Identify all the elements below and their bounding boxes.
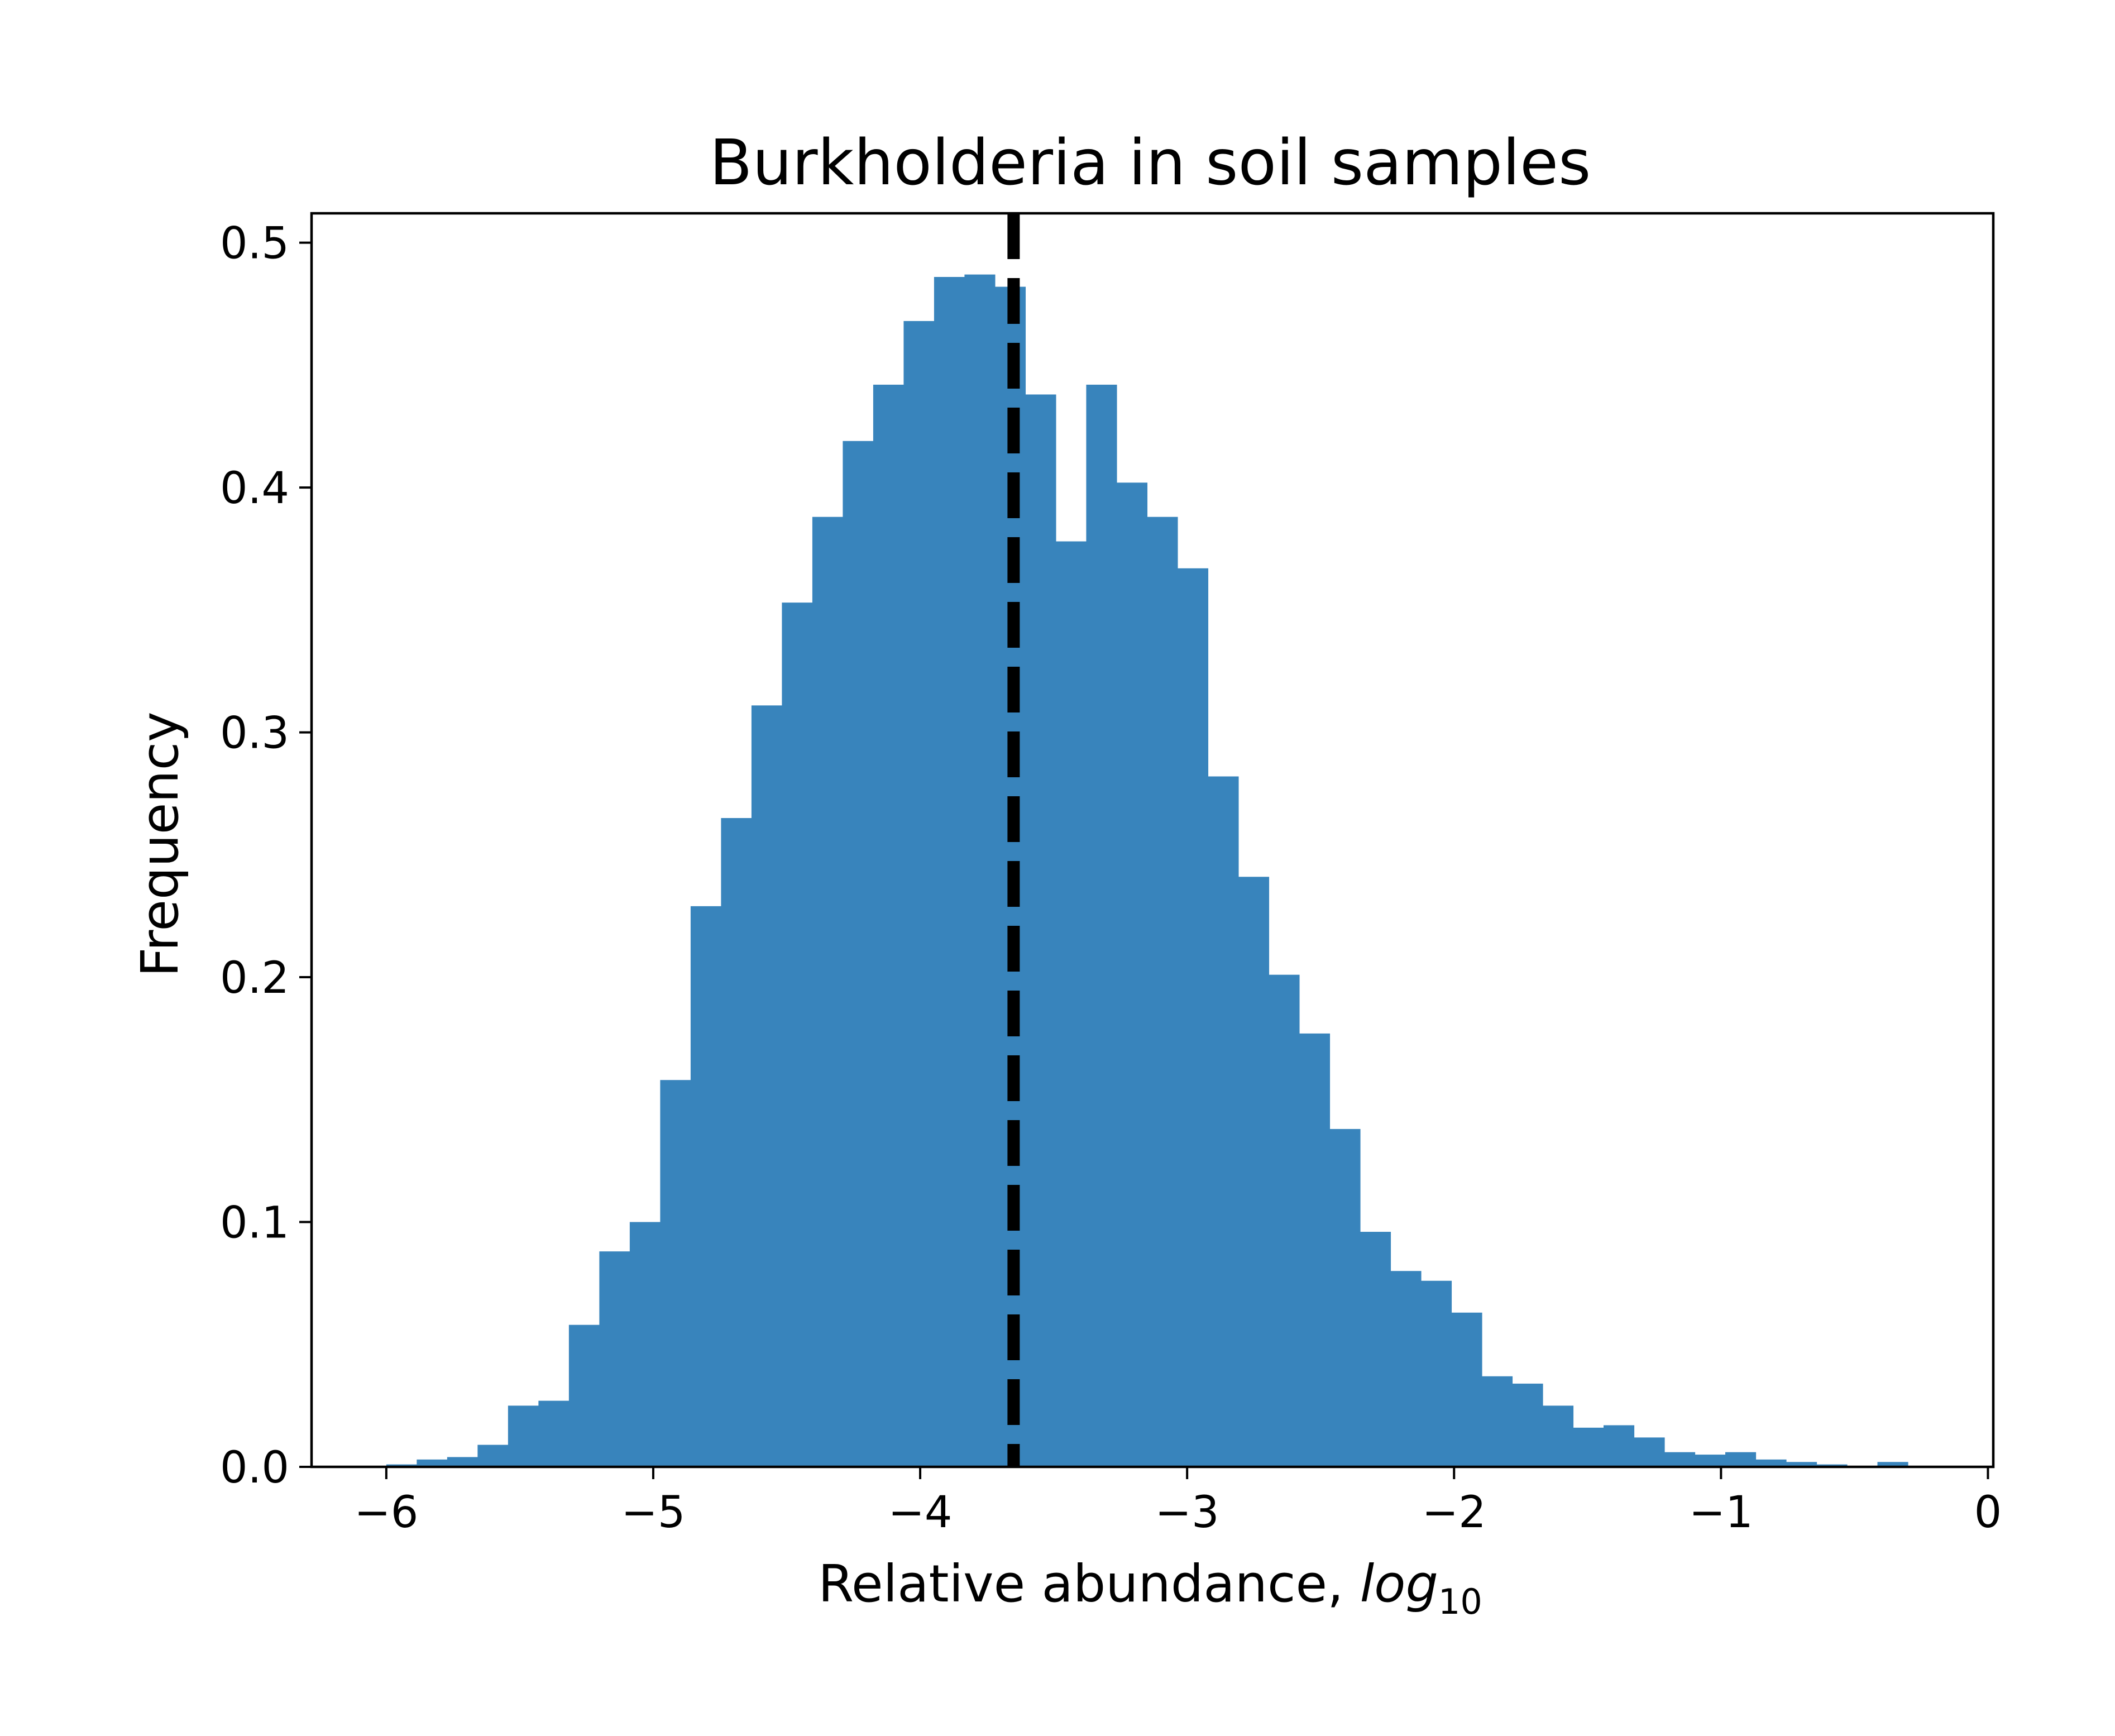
histogram-bar-42 bbox=[1664, 1452, 1696, 1467]
x-tick-label-4: −2 bbox=[1422, 1488, 1486, 1538]
x-axis-label: Relative abundance, log10 bbox=[818, 1554, 1482, 1622]
histogram-bar-45 bbox=[1755, 1459, 1787, 1467]
histogram-bar-43 bbox=[1695, 1455, 1726, 1467]
histogram-bar-26 bbox=[1177, 568, 1209, 1467]
histogram-bar-44 bbox=[1725, 1452, 1757, 1467]
histogram-bar-23 bbox=[1086, 384, 1117, 1467]
histogram-bar-36 bbox=[1481, 1376, 1513, 1467]
histogram-bar-5 bbox=[538, 1400, 570, 1467]
histogram-bar-30 bbox=[1299, 1033, 1331, 1467]
x-tick-label-2: −4 bbox=[888, 1488, 953, 1538]
histogram-bar-39 bbox=[1573, 1427, 1604, 1467]
y-tick-label-4: 0.4 bbox=[220, 463, 289, 514]
plot-frame bbox=[310, 212, 1995, 1469]
histogram-bar-7 bbox=[599, 1251, 630, 1467]
x-tick-label-1: −5 bbox=[621, 1488, 685, 1538]
histogram-bar-1 bbox=[417, 1459, 448, 1467]
histogram-bar-18 bbox=[934, 277, 965, 1467]
histogram-bar-11 bbox=[721, 818, 752, 1467]
histogram-bar-34 bbox=[1420, 1280, 1452, 1467]
histogram-bar-38 bbox=[1542, 1405, 1574, 1467]
x-tick-label-5: −1 bbox=[1689, 1488, 1753, 1538]
histogram-bar-32 bbox=[1360, 1232, 1391, 1467]
y-tick-label-1: 0.1 bbox=[220, 1198, 289, 1249]
x-tick-label-3: −3 bbox=[1155, 1488, 1219, 1538]
histogram-bar-4 bbox=[508, 1405, 539, 1467]
histogram-bar-41 bbox=[1634, 1437, 1665, 1467]
histogram-bar-31 bbox=[1329, 1128, 1361, 1467]
x-axis-label-subscript: 10 bbox=[1438, 1581, 1482, 1622]
histogram-bar-24 bbox=[1116, 482, 1148, 1467]
y-tick-label-0: 0.0 bbox=[220, 1443, 289, 1493]
histogram-bar-2 bbox=[447, 1457, 478, 1467]
histogram-bar-46 bbox=[1786, 1462, 1817, 1467]
histogram-bar-33 bbox=[1390, 1271, 1422, 1467]
histogram-bar-10 bbox=[690, 906, 721, 1467]
y-axis-label: Frequency bbox=[130, 711, 190, 977]
bars-group bbox=[386, 274, 1908, 1467]
histogram-bar-16 bbox=[873, 384, 905, 1467]
histogram-bar-25 bbox=[1147, 517, 1178, 1467]
histogram-bar-17 bbox=[903, 321, 935, 1467]
histogram-bar-9 bbox=[660, 1080, 691, 1467]
histogram-bar-29 bbox=[1269, 974, 1300, 1467]
histogram-bar-12 bbox=[751, 705, 783, 1467]
histogram-bar-8 bbox=[629, 1222, 661, 1467]
histogram-bar-40 bbox=[1603, 1425, 1635, 1467]
histogram-bar-13 bbox=[782, 602, 813, 1467]
y-tick-label-5: 0.5 bbox=[220, 219, 289, 269]
chart-title: Burkholderia in soil samples bbox=[710, 127, 1591, 199]
y-tick-label-2: 0.2 bbox=[220, 953, 289, 1003]
histogram-bar-35 bbox=[1451, 1312, 1482, 1467]
x-axis-label-text: Relative abundance, bbox=[818, 1554, 1360, 1614]
histogram-bar-15 bbox=[843, 441, 874, 1467]
histogram-bar-49 bbox=[1877, 1462, 1908, 1467]
histogram-bar-19 bbox=[964, 274, 996, 1467]
y-ticks: 0.0 0.1 0.2 0.3 0.4 0.5 bbox=[220, 219, 312, 1493]
x-tick-label-6: 0 bbox=[1974, 1488, 2002, 1538]
histogram-bar-14 bbox=[812, 517, 844, 1467]
histogram-bar-22 bbox=[1055, 541, 1087, 1467]
x-ticks: −6 −5 −4 −3 −2 −1 0 bbox=[354, 1467, 2002, 1538]
y-tick-label-3: 0.3 bbox=[220, 709, 289, 759]
histogram-bar-37 bbox=[1512, 1383, 1543, 1467]
histogram-bar-6 bbox=[568, 1324, 600, 1467]
x-axis-label-math: log bbox=[1360, 1554, 1438, 1614]
histogram-bar-21 bbox=[1025, 394, 1056, 1467]
histogram-bar-28 bbox=[1238, 877, 1270, 1467]
histogram-bar-27 bbox=[1208, 776, 1239, 1467]
histogram-bar-3 bbox=[477, 1445, 509, 1467]
x-tick-label-0: −6 bbox=[354, 1488, 418, 1538]
